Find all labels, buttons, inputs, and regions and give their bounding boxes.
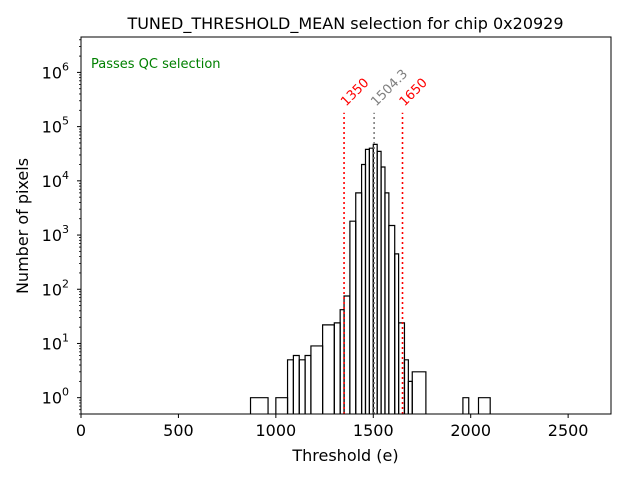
- x-tick-label: 2500: [548, 421, 589, 440]
- histogram-bin: [292, 354, 300, 414]
- chart-title: TUNED_THRESHOLD_MEAN selection for chip …: [126, 14, 563, 34]
- y-tick-label: 105: [42, 115, 69, 137]
- x-tick-label: 0: [76, 421, 86, 440]
- y-tick-label: 100: [42, 386, 69, 408]
- histogram-bin: [286, 359, 294, 414]
- histogram-bin: [322, 324, 335, 414]
- x-tick-label: 1500: [353, 421, 394, 440]
- plot-frame: [80, 36, 612, 415]
- histogram-bin: [462, 397, 470, 414]
- histogram-bin: [275, 397, 289, 414]
- histogram-bin: [298, 359, 306, 414]
- qc-annotation: Passes QC selection: [91, 57, 221, 72]
- y-tick-label: 101: [42, 331, 69, 353]
- threshold-line-label: 1350: [338, 76, 372, 110]
- histogram-bin: [333, 322, 341, 414]
- x-tick-label: 1000: [255, 421, 296, 440]
- histogram-bin: [249, 397, 269, 414]
- histogram-bin: [343, 295, 351, 414]
- histogram-bin: [388, 224, 396, 414]
- histogram-bin: [411, 371, 427, 414]
- x-tick-label: 500: [163, 421, 194, 440]
- y-tick-label: 104: [42, 169, 69, 191]
- y-tick-label: 102: [42, 277, 69, 299]
- histogram-bin: [355, 192, 363, 414]
- histogram-bin: [349, 220, 357, 414]
- histogram-bin: [304, 354, 312, 414]
- histogram-bin: [398, 322, 406, 414]
- histogram-bin: [477, 397, 491, 414]
- y-axis-label: Number of pixels: [13, 158, 32, 294]
- x-axis-label: Threshold (e): [291, 446, 398, 465]
- y-tick-label: 106: [42, 60, 69, 82]
- x-tick-label: 2000: [450, 421, 491, 440]
- y-tick-label: 103: [42, 223, 69, 245]
- histogram-bin: [310, 345, 324, 414]
